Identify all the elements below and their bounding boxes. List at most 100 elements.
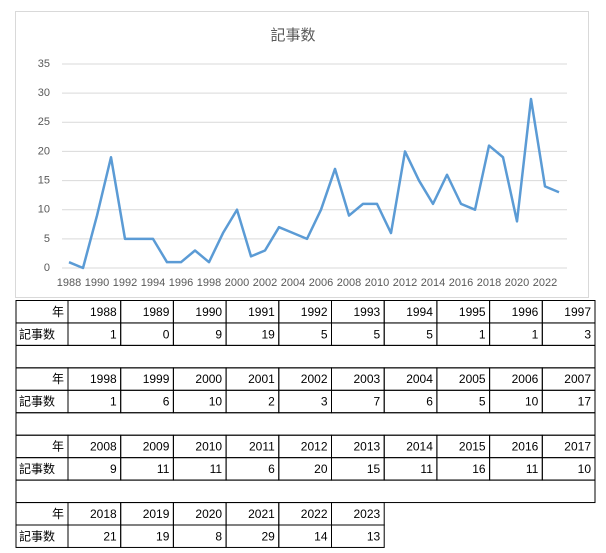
count-cell: 14 [314,529,328,543]
year-cell: 1991 [248,305,275,319]
count-cell: 20 [314,462,328,476]
year-cell: 2002 [301,372,328,386]
count-cell: 7 [374,395,381,409]
year-cell: 1998 [90,372,117,386]
count-cell: 10 [578,462,592,476]
year-cell: 1997 [564,305,591,319]
header-label: 年 [52,372,64,386]
count-cell: 1 [479,327,486,341]
year-cell: 2015 [459,440,486,454]
x-tick-label: 1998 [197,277,221,289]
count-cell: 5 [479,395,486,409]
data-line [68,97,560,270]
y-tick-label: 10 [38,204,50,216]
header-label: 年 [52,440,64,454]
year-cell: 2009 [143,440,170,454]
chart-frame [15,11,589,298]
count-cell: 19 [156,529,170,543]
header-label: 年 [52,305,64,319]
year-cell: 2016 [512,440,539,454]
x-tick-label: 2010 [365,277,389,289]
count-cell: 1 [532,327,539,341]
year-cell: 2019 [143,507,170,521]
x-tick-label: 2018 [477,277,501,289]
year-cell: 2004 [406,372,433,386]
year-cell: 2010 [195,440,222,454]
year-cell: 2005 [459,372,486,386]
y-tick-label: 35 [38,58,50,70]
count-cell: 6 [268,462,275,476]
x-tick-label: 2000 [225,277,249,289]
year-cell: 1999 [143,372,170,386]
y-tick-label: 0 [44,262,50,274]
count-cell: 6 [163,395,170,409]
count-cell: 9 [110,462,117,476]
row-label: 記事数 [19,461,55,476]
y-tick-label: 5 [44,233,50,245]
year-cell: 1995 [459,305,486,319]
count-cell: 11 [526,462,539,476]
count-cell: 1 [110,395,117,409]
count-cell: 16 [472,462,486,476]
x-tick-label: 2016 [449,277,473,289]
row-label: 記事数 [19,528,55,543]
blank-row [15,344,596,369]
year-cell: 2001 [248,372,275,386]
count-cell: 11 [157,462,170,476]
x-tick-label: 2014 [421,277,445,289]
x-tick-label: 1990 [85,277,109,289]
y-tick-label: 20 [38,145,50,157]
year-cell: 2006 [512,372,539,386]
count-cell: 10 [525,395,539,409]
count-cell: 10 [209,395,223,409]
x-tick-label: 1992 [113,277,137,289]
row-label: 記事数 [19,394,55,409]
x-tick-label: 2022 [533,277,557,289]
year-cell: 1988 [90,305,117,319]
count-cell: 1 [110,327,117,341]
x-tick-label: 2002 [253,277,277,289]
count-cell: 17 [578,395,592,409]
year-cell: 2011 [249,440,275,454]
year-cell: 2021 [248,507,275,521]
x-tick-label: 2020 [505,277,529,289]
x-tick-label: 1988 [57,277,81,289]
year-cell: 2007 [564,372,591,386]
year-cell: 1994 [406,305,433,319]
count-cell: 19 [261,327,275,341]
year-cell: 1990 [195,305,222,319]
count-cell: 3 [321,395,328,409]
x-tick-label: 2012 [393,277,417,289]
year-cell: 2018 [90,507,117,521]
year-cell: 2008 [90,440,117,454]
x-tick-label: 1994 [141,277,165,289]
count-cell: 5 [426,327,433,341]
header-label: 年 [52,507,64,521]
blank-row [15,412,596,436]
count-cell: 11 [420,462,433,476]
year-cell: 2003 [353,372,380,386]
count-cell: 11 [210,462,223,476]
year-cell: 1992 [301,305,328,319]
y-tick-label: 25 [38,116,50,128]
count-cell: 3 [584,327,591,341]
table-cell [331,524,385,548]
count-cell: 5 [321,327,328,341]
x-tick-label: 2008 [337,277,361,289]
year-cell: 2012 [301,440,328,454]
year-cell: 2014 [406,440,433,454]
x-tick-label: 2006 [309,277,333,289]
year-cell: 2020 [195,507,222,521]
year-cell: 1989 [143,305,170,319]
y-tick-label: 30 [38,87,50,99]
count-cell: 2 [268,395,275,409]
year-cell: 2023 [353,507,380,521]
count-cell: 15 [367,462,381,476]
year-cell: 2013 [353,440,380,454]
count-cell: 6 [426,395,433,409]
blank-row [15,479,596,504]
count-cell: 8 [215,529,222,543]
year-cell: 1996 [512,305,539,319]
year-cell: 2022 [301,507,328,521]
y-tick-label: 15 [38,174,50,186]
